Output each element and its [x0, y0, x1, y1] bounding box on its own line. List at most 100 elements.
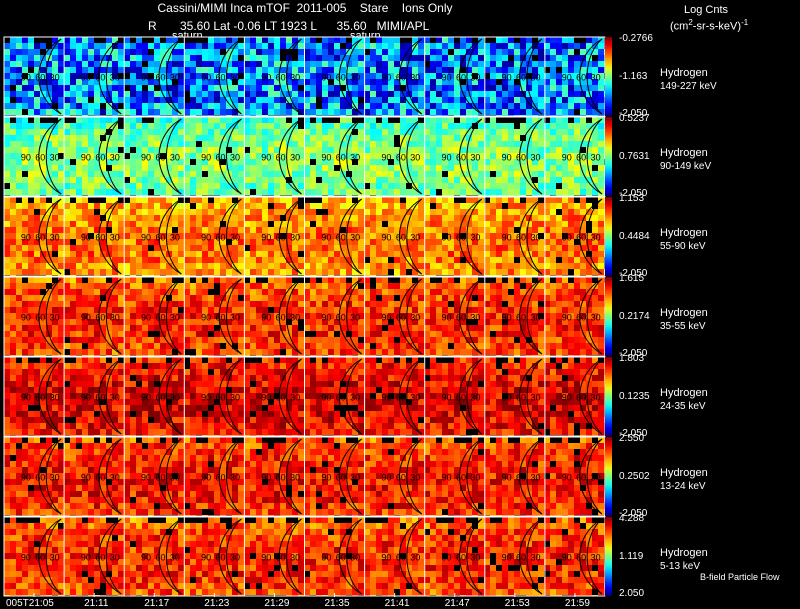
heatmap-cell — [4, 165, 10, 171]
heatmap-cell — [334, 141, 340, 147]
heatmap-cell — [88, 147, 94, 153]
heatmap-cell — [532, 203, 538, 209]
heatmap-cell — [154, 109, 160, 115]
heatmap-cell — [358, 325, 364, 331]
heatmap-cell — [574, 307, 580, 313]
heatmap-cell — [406, 109, 412, 115]
heatmap-cell — [124, 135, 130, 141]
heatmap-cell — [52, 319, 58, 325]
heatmap-cell — [22, 37, 28, 43]
heatmap-cell — [214, 97, 220, 103]
heatmap-cell — [58, 85, 64, 91]
heatmap-cell — [256, 251, 262, 257]
heatmap-cell — [130, 319, 136, 325]
heatmap-cell — [340, 61, 346, 67]
heatmap-cell — [508, 189, 514, 195]
heatmap-cell — [304, 301, 310, 307]
contour-label: 90 — [321, 73, 331, 83]
heatmap-cell — [268, 117, 274, 123]
heatmap-cell — [34, 183, 40, 189]
heatmap-cell — [400, 67, 406, 73]
heatmap-cell — [94, 277, 100, 283]
heatmap-cell — [400, 73, 406, 79]
heatmap-cell — [88, 251, 94, 257]
heatmap-cell — [202, 97, 208, 103]
heatmap-cell — [556, 135, 562, 141]
heatmap-cell — [586, 61, 592, 67]
heatmap-cell — [202, 117, 208, 123]
heatmap-cell — [40, 325, 46, 331]
heatmap-cell — [10, 233, 16, 239]
heatmap-cell — [394, 245, 400, 251]
heatmap-cell — [466, 129, 472, 135]
heatmap-cell — [376, 37, 382, 43]
heatmap-cell — [412, 331, 418, 337]
heatmap-cell — [502, 165, 508, 171]
heatmap-cell — [424, 37, 430, 43]
contour-label: 90 — [381, 73, 391, 83]
heatmap-cell — [442, 43, 448, 49]
heatmap-cell — [544, 43, 550, 49]
heatmap-cell — [172, 263, 178, 269]
heatmap-cell — [244, 313, 250, 319]
heatmap-cell — [268, 147, 274, 153]
heatmap-cell — [28, 251, 34, 257]
heatmap-cell — [520, 203, 526, 209]
heatmap-cell — [376, 233, 382, 239]
heatmap-cell — [352, 135, 358, 141]
heatmap-cell — [376, 85, 382, 91]
heatmap-cell — [418, 49, 424, 55]
heatmap-cell — [166, 325, 172, 331]
heatmap-cell — [154, 171, 160, 177]
heatmap-cell — [454, 79, 460, 85]
heatmap-cell — [124, 227, 130, 233]
heatmap-cell — [214, 245, 220, 251]
heatmap-cell — [202, 301, 208, 307]
heatmap-cell — [286, 165, 292, 171]
heatmap-cell — [10, 43, 16, 49]
heatmap-cell — [304, 85, 310, 91]
heatmap-cell — [76, 289, 82, 295]
heatmap-cell — [436, 97, 442, 103]
heatmap-cell — [244, 135, 250, 141]
heatmap-cell — [490, 43, 496, 49]
heatmap-cell — [172, 165, 178, 171]
heatmap-cell — [400, 177, 406, 183]
contour-label: 60 — [516, 73, 526, 83]
heatmap-cell — [316, 307, 322, 313]
heatmap-cell — [574, 183, 580, 189]
heatmap-cell — [358, 295, 364, 301]
heatmap-cell — [160, 67, 166, 73]
heatmap-cell — [166, 177, 172, 183]
contour-line — [38, 198, 62, 275]
heatmap-cell — [376, 147, 382, 153]
heatmap-cell — [592, 269, 598, 275]
heatmap-cell — [280, 307, 286, 313]
heatmap-cell — [304, 307, 310, 313]
heatmap-cell — [70, 331, 76, 337]
heatmap-cell — [574, 269, 580, 275]
heatmap-cell — [448, 277, 454, 283]
heatmap-cell — [478, 141, 484, 147]
heatmap-cell — [178, 209, 184, 215]
heatmap-cell — [70, 61, 76, 67]
heatmap-cell — [328, 165, 334, 171]
heatmap-cell — [520, 233, 526, 239]
heatmap-cell — [202, 289, 208, 295]
heatmap-cell — [16, 129, 22, 135]
heatmap-cell — [106, 117, 112, 123]
heatmap-cell — [562, 49, 568, 55]
heatmap-cell — [364, 67, 370, 73]
heatmap-cell — [436, 73, 442, 79]
heatmap-cell — [448, 177, 454, 183]
heatmap-cell — [472, 97, 478, 103]
heatmap-cell — [340, 67, 346, 73]
heatmap-cell — [472, 109, 478, 115]
heatmap-cell — [148, 103, 154, 109]
heatmap-cell — [76, 117, 82, 123]
heatmap-cell — [286, 209, 292, 215]
heatmap-cell — [112, 183, 118, 189]
heatmap-cell — [322, 183, 328, 189]
heatmap-cell — [10, 91, 16, 97]
heatmap-cell — [568, 209, 574, 215]
